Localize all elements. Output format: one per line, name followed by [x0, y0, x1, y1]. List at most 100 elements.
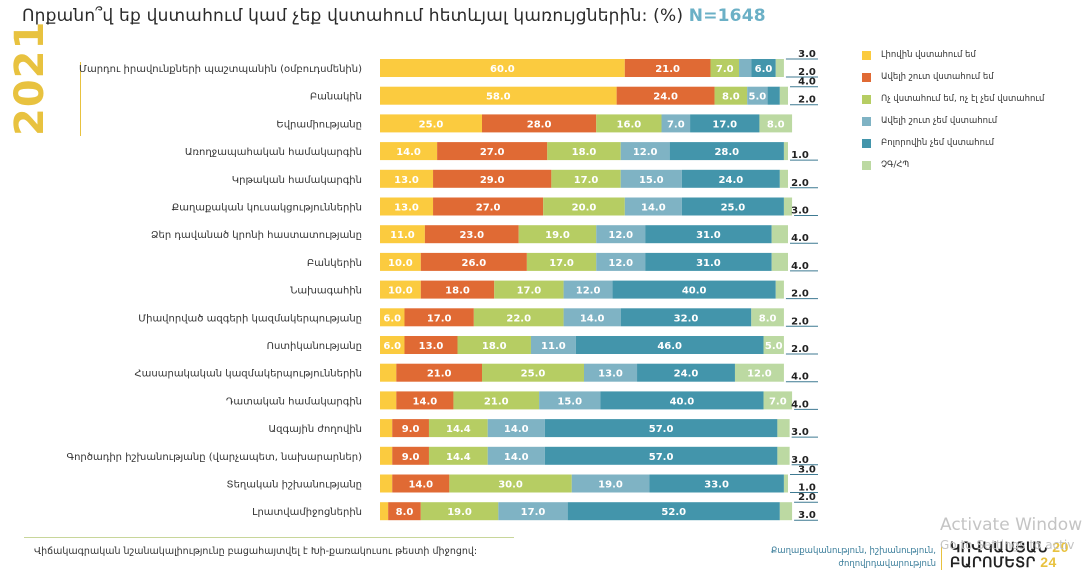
bar-segment [526, 252, 597, 271]
bar-segment [380, 502, 389, 521]
data-label: 14.0 [413, 396, 438, 407]
data-label: 7.0 [716, 64, 734, 75]
outside-label: 4.0 [791, 399, 809, 410]
outside-label: 4.0 [791, 261, 809, 272]
data-label: 11.0 [390, 230, 415, 241]
legend-label: Բոլորովին չեմ վստահում [881, 138, 995, 148]
bar-segment [544, 419, 778, 438]
legend-item: Ոչ վստահում եմ, ոչ էլ չեմ վստահում [862, 88, 1044, 110]
data-label: 19.0 [545, 230, 570, 241]
bar-segment [620, 142, 670, 161]
outside-label: 2.0 [791, 344, 809, 355]
data-label: 17.0 [517, 286, 542, 297]
category-label: Նախագահին [290, 286, 362, 297]
category-label: Եվրամիությանը [276, 119, 362, 130]
year-rule [80, 62, 81, 136]
data-label: 40.0 [670, 396, 695, 407]
bar-segment [620, 169, 682, 188]
brand-year-digits: 24 [1040, 554, 1057, 570]
bar-segment [380, 336, 405, 354]
data-label: 17.0 [712, 119, 737, 130]
bar-segment [596, 225, 646, 244]
data-label: 18.0 [445, 286, 470, 297]
bar-segment [616, 86, 715, 105]
bar-segment [392, 446, 429, 465]
bar-segment [498, 502, 568, 521]
bar-segment [380, 308, 405, 327]
legend: Լիովին վստահում եմ Ավելի շուտ վստահում եմ… [862, 44, 1044, 176]
data-label: 19.0 [598, 480, 623, 491]
outside-label: 2.0 [798, 95, 816, 106]
activation-watermark: Activate Window Go to Settings to activ [940, 515, 1082, 555]
data-label: 46.0 [657, 341, 682, 352]
data-label: 9.0 [402, 452, 420, 463]
data-label: 11.0 [541, 341, 566, 352]
data-label: 12.0 [747, 369, 772, 380]
data-label: 8.0 [722, 92, 740, 103]
bar-segment [681, 169, 780, 188]
legend-label: ՉԳ/ՀՊ [881, 160, 910, 170]
data-label: 30.0 [498, 480, 523, 491]
legend-label: Ոչ վստահում եմ, ոչ էլ չեմ վստահում [881, 94, 1045, 104]
data-label: 21.0 [484, 396, 509, 407]
bar-segment [380, 280, 421, 299]
brand-logo: ԿՈՎԿԱՍՅԱՆ 20 ԲԱՐՈՄԵՏՐ 24 [950, 540, 1069, 570]
bar-segment [563, 308, 621, 327]
bar-segment [433, 169, 552, 188]
data-label: 14.4 [446, 424, 471, 435]
legend-swatch [862, 72, 871, 82]
outside-label: 3.0 [791, 455, 809, 466]
bar-segment [404, 336, 458, 354]
data-label: 21.0 [427, 369, 452, 380]
bar-segment [624, 59, 711, 77]
category-label: Բանկերին [307, 258, 362, 269]
bar-segment [575, 336, 764, 354]
data-label: 13.0 [394, 175, 419, 186]
chart-title: Որքանո՞վ եք վստահում կամ չեք վստահում հե… [22, 6, 766, 26]
bar-segment [420, 252, 527, 271]
outside-label: 2.0 [798, 67, 816, 78]
bar-segment [453, 391, 540, 410]
outside-label: 3.0 [798, 49, 816, 60]
data-label: 24.0 [674, 369, 699, 380]
bar-segment [392, 419, 429, 438]
data-label: 25.0 [721, 203, 746, 214]
legend-item: Ավելի շուտ չեմ վստահում [862, 110, 1044, 132]
data-label: 57.0 [649, 452, 674, 463]
data-label: 14.0 [504, 424, 529, 435]
data-label: 8.0 [767, 119, 785, 130]
bar-segment [380, 474, 393, 493]
outside-label: 3.0 [791, 427, 809, 438]
bar-segment [530, 336, 576, 354]
data-label: 6.0 [755, 64, 773, 75]
bar-segment [734, 363, 784, 382]
data-label: 6.0 [383, 341, 401, 352]
data-label: 18.0 [482, 341, 507, 352]
legend-label: Ավելի շուտ վստահում եմ [881, 72, 994, 82]
data-label: 12.0 [633, 147, 658, 158]
bar-segment [380, 363, 397, 382]
data-label: 5.0 [749, 92, 767, 103]
data-label: 9.0 [402, 424, 420, 435]
bar-segment [751, 308, 784, 327]
data-label: 12.0 [576, 286, 601, 297]
bar-segment [518, 225, 597, 244]
legend-item: ՉԳ/ՀՊ [862, 154, 1044, 176]
bar-segment [544, 446, 778, 465]
data-label: 13.0 [598, 369, 623, 380]
legend-swatch [862, 116, 871, 126]
data-label: 17.0 [549, 258, 574, 269]
bar-segment [596, 252, 646, 271]
bar-segment [620, 308, 752, 327]
data-label: 26.0 [461, 258, 486, 269]
source-line-1: Քաղաքականություն, իշխանություն, [770, 546, 936, 556]
data-label: 25.0 [521, 369, 546, 380]
source-line-2: ժողովրդավարություն [838, 559, 936, 569]
bar-segment [624, 197, 682, 216]
data-label: 28.0 [527, 119, 552, 130]
bar-segment [571, 474, 650, 493]
outside-label: 3.0 [798, 465, 816, 476]
bar-segment [433, 197, 544, 216]
data-label: 57.0 [649, 424, 674, 435]
bar-segment [487, 446, 545, 465]
